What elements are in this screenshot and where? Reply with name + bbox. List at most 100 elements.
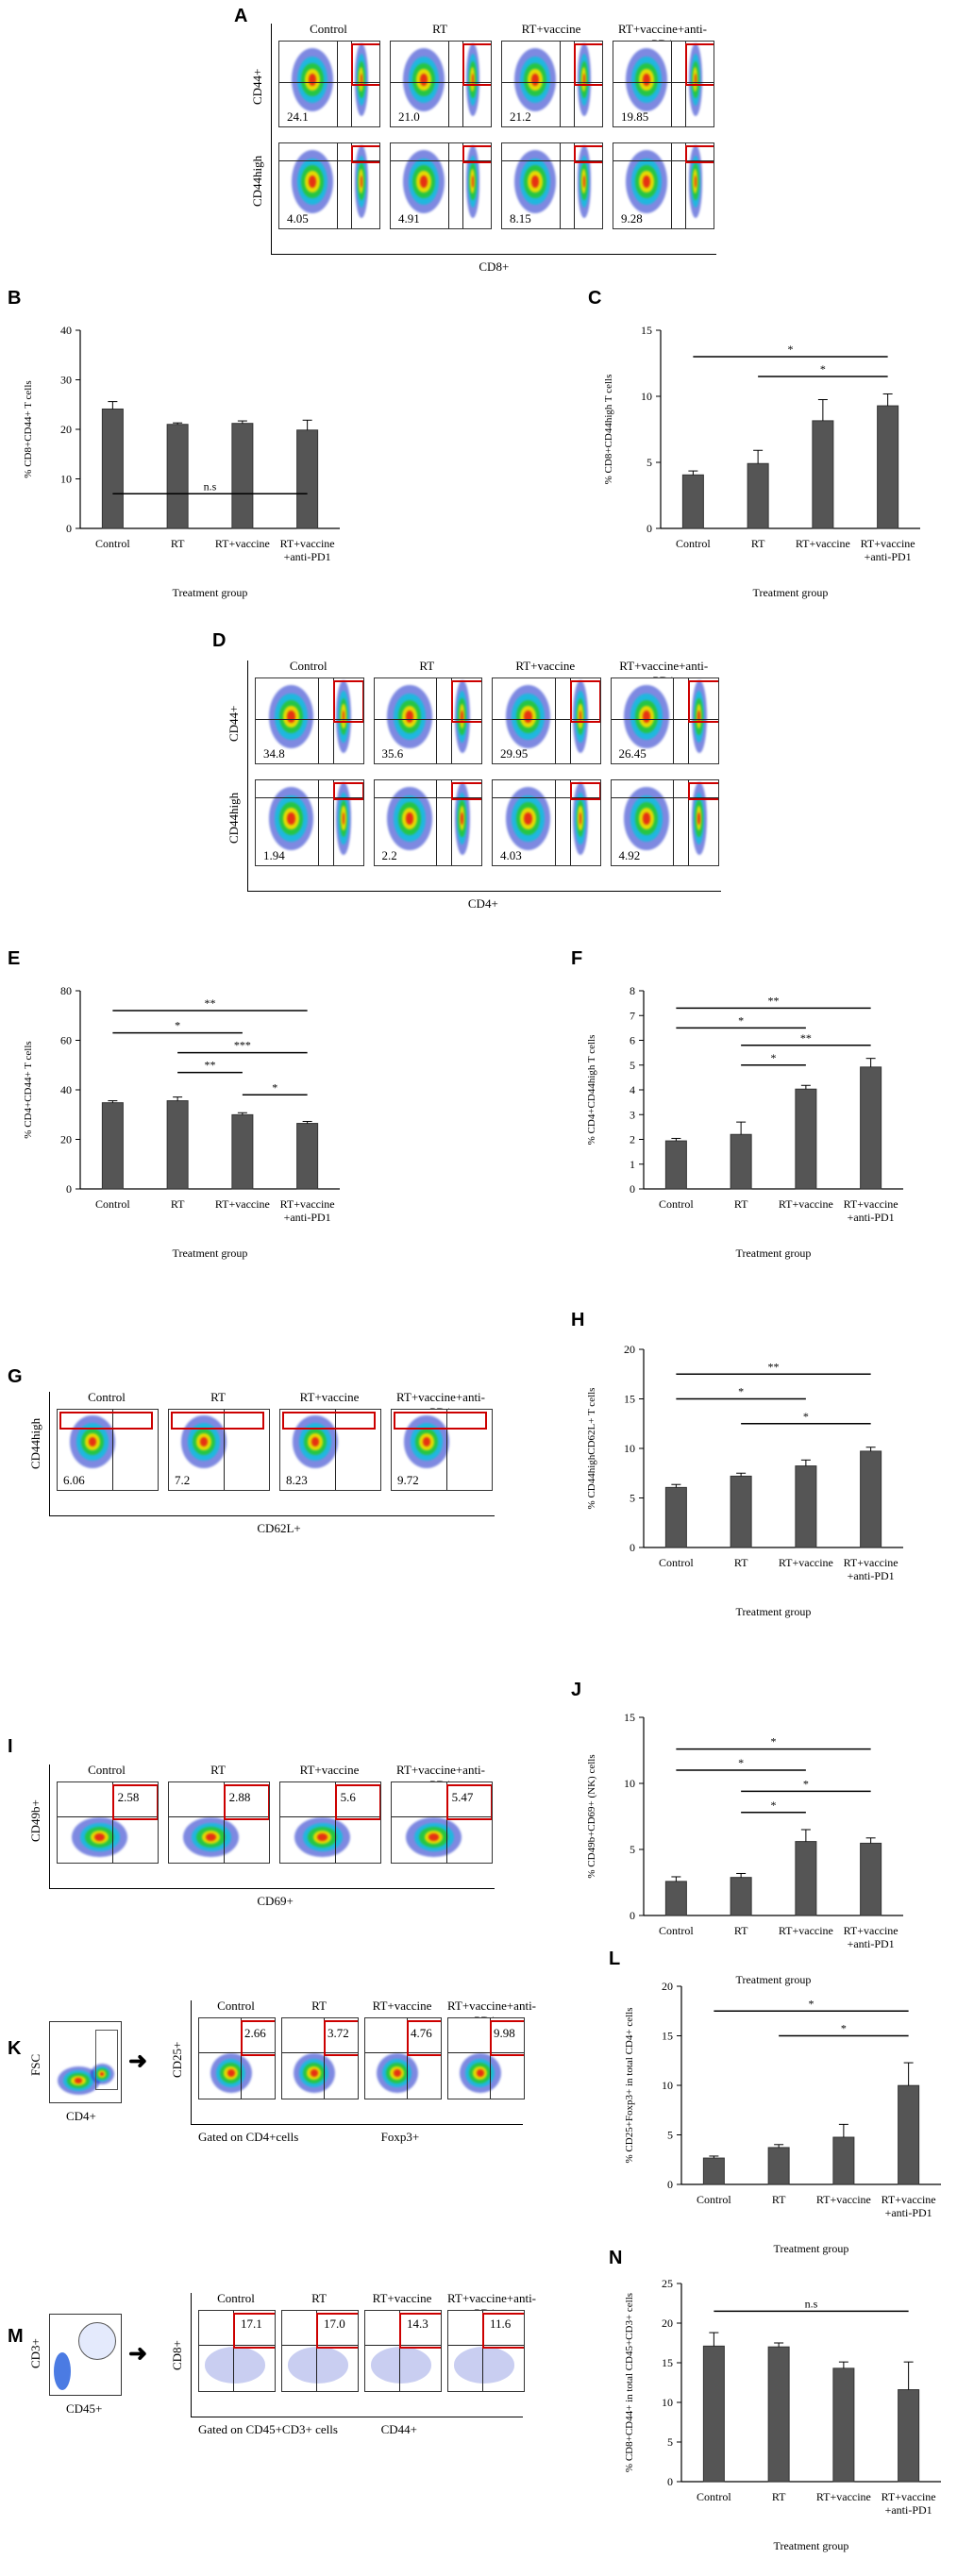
gate-value: 8.23	[286, 1473, 308, 1487]
gate-value: 17.1	[241, 2317, 262, 2331]
gate-box	[332, 680, 363, 723]
gate-value: 21.2	[510, 109, 531, 124]
significance-label: *	[788, 343, 794, 356]
panel-label-m: M	[8, 2326, 24, 2347]
bar	[730, 1133, 752, 1190]
density-blob	[428, 1832, 439, 1841]
significance-label: **	[768, 1360, 780, 1373]
x-tick-label: RT+vaccine	[844, 1197, 898, 1211]
y-tick-label: 5	[667, 2435, 673, 2449]
density-blob	[310, 2068, 318, 2077]
gate-value: 4.03	[500, 848, 522, 862]
x-tick-label: Control	[95, 537, 130, 550]
y-tick-label: 20	[624, 1343, 635, 1356]
arrow-icon: ➜	[128, 2049, 148, 2074]
x-axis-label: Treatment group	[173, 1246, 248, 1260]
quadrant-line	[332, 780, 334, 865]
column-header: RT+vaccine	[372, 1999, 432, 2013]
gate-value: 4.76	[411, 2026, 432, 2040]
gate-box	[351, 43, 379, 86]
x-tick-label: +anti-PD1	[885, 2206, 932, 2219]
x-tick-label: RT+vaccine	[882, 2193, 936, 2206]
x-tick-label: Control	[697, 2490, 731, 2503]
x-axis-label: Treatment group	[736, 1605, 812, 1618]
quadrant-line	[365, 2344, 441, 2346]
gate-value: 2.66	[244, 2026, 266, 2040]
gate-box	[316, 2313, 358, 2349]
column-header: RT+vaccine	[299, 1390, 360, 1404]
y-tick-label: 30	[60, 374, 72, 387]
density-blob	[74, 2078, 83, 2083]
y-tick-label: 0	[66, 522, 72, 535]
quadrant-line	[399, 2311, 400, 2391]
flow-plot: 9.28	[613, 142, 714, 229]
flow-plot: 8.23	[279, 1409, 381, 1491]
bar	[860, 1066, 882, 1190]
bar	[166, 1100, 189, 1190]
gate-box	[241, 2020, 275, 2056]
density-blob	[99, 2072, 105, 2076]
quadrant-line	[671, 143, 673, 228]
axis-line-horizontal	[191, 2124, 523, 2125]
x-tick-label: RT+vaccine	[844, 1556, 898, 1569]
bar	[702, 2157, 725, 2185]
density-blob	[199, 1437, 209, 1447]
quadrant-line	[407, 2018, 408, 2099]
gating-plot	[49, 2314, 122, 2396]
bar	[898, 2084, 920, 2185]
flow-x-label: CD62L+	[257, 1521, 301, 1535]
panel-label-k: K	[8, 2038, 22, 2059]
bar	[832, 2367, 855, 2483]
gate-box	[394, 1412, 488, 1430]
quadrant-line	[613, 160, 714, 161]
quadrant-line	[671, 42, 673, 126]
flow-plot: 26.45	[610, 677, 719, 764]
bar	[795, 1088, 817, 1190]
gate-value: 9.72	[397, 1473, 419, 1487]
column-header: Control	[217, 2291, 255, 2305]
x-tick-label: RT+vaccine	[861, 537, 915, 550]
density-blob	[454, 2347, 514, 2384]
density-blob	[461, 710, 463, 724]
significance-label: **	[205, 996, 216, 1010]
density-blob	[342, 710, 345, 724]
y-tick-label: 40	[60, 1083, 72, 1096]
quadrant-line	[280, 1815, 380, 1817]
y-tick-label: 5	[630, 1843, 635, 1856]
density-blob	[461, 811, 463, 826]
quadrant-line	[224, 1410, 226, 1490]
flow-y-label: CD49b+	[28, 1798, 42, 1842]
x-tick-label: RT+vaccine	[215, 537, 270, 550]
y-tick-label: 4	[630, 1083, 635, 1096]
flow-x-label: CD4+	[467, 896, 498, 911]
gate-box	[569, 782, 600, 801]
density-blob	[471, 175, 475, 189]
column-header: Control	[289, 659, 327, 673]
flow-x-label: CD8+	[479, 259, 510, 274]
chart-j: 0 5 10 15 Control RT RT+vaccine RT+vaccine +anti…	[578, 1698, 917, 2010]
flow-y-label: CD44+	[227, 705, 241, 742]
significance-label: ***	[234, 1039, 251, 1052]
flow-panel-g: ControlRTRT+vaccineRT+vaccine+anti-PD16.…	[19, 1382, 495, 1535]
x-tick-label: RT+vaccine	[844, 1924, 898, 1937]
flow-x-label: Foxp3+	[380, 2130, 420, 2144]
gating-x-label: CD4+	[66, 2109, 96, 2123]
density-blob	[342, 811, 345, 826]
column-header: Control	[88, 1390, 126, 1404]
density-blob	[530, 74, 539, 86]
y-axis-label: % CD4+CD44high T cells	[586, 1035, 597, 1146]
gating-plot	[49, 2021, 122, 2103]
gate-box	[574, 145, 602, 164]
x-tick-label: Control	[697, 2193, 731, 2206]
quadrant-line	[241, 2018, 242, 2099]
gate-value: 24.1	[287, 109, 309, 124]
gate-box	[688, 782, 719, 801]
gate-value: 26.45	[618, 746, 647, 761]
bar	[860, 1450, 882, 1548]
quadrant-line	[317, 678, 319, 763]
flow-plot: 5.47	[391, 1781, 493, 1864]
gate-value: 29.95	[500, 746, 529, 761]
